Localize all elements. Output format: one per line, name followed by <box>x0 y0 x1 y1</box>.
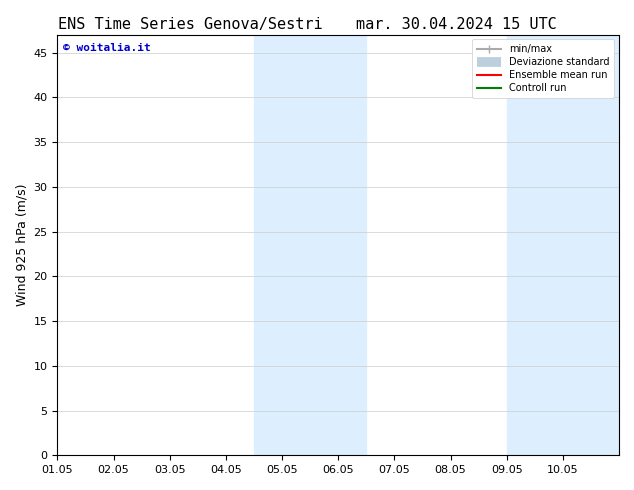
Y-axis label: Wind 925 hPa (m/s): Wind 925 hPa (m/s) <box>15 184 28 306</box>
Legend: min/max, Deviazione standard, Ensemble mean run, Controll run: min/max, Deviazione standard, Ensemble m… <box>472 40 614 98</box>
Text: © woitalia.it: © woitalia.it <box>63 43 151 53</box>
Bar <box>254 35 366 455</box>
Bar <box>507 35 619 455</box>
Text: mar. 30.04.2024 15 UTC: mar. 30.04.2024 15 UTC <box>356 17 557 32</box>
Text: ENS Time Series Genova/Sestri: ENS Time Series Genova/Sestri <box>58 17 323 32</box>
